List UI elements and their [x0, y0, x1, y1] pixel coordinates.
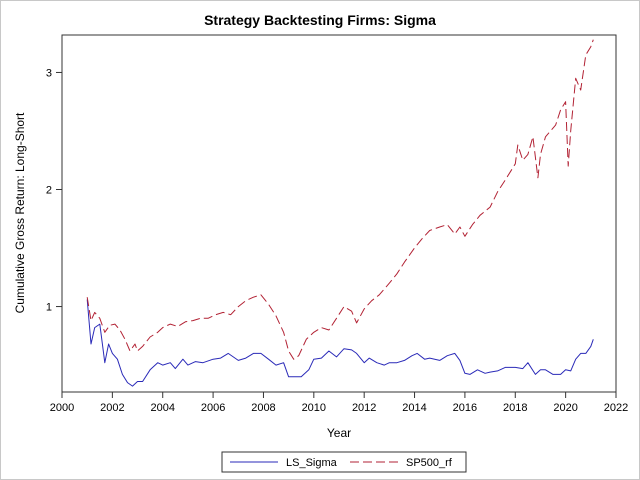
y-axis-label: Cumulative Gross Return: Long-Short: [13, 112, 27, 313]
y-tick-label: 1: [46, 302, 52, 314]
x-tick-label: 2022: [604, 402, 628, 414]
legend-label: LS_Sigma: [286, 457, 338, 469]
plot-area: [61, 34, 617, 393]
x-axis-label: Year: [327, 426, 351, 440]
x-tick-label: 2006: [201, 402, 225, 414]
series-layer: [86, 39, 594, 387]
x-tick-label: 2012: [352, 402, 376, 414]
y-axis: 1 2 3: [46, 67, 62, 314]
x-tick-label: 2000: [50, 402, 74, 414]
chart-title: Strategy Backtesting Firms: Sigma: [204, 12, 436, 28]
legend-label: SP500_rf: [406, 457, 453, 469]
legend-items: LS_Sigma SP500_rf: [230, 457, 453, 469]
x-axis: 2000 2002 2004 2006 2008 2010 2012 2014 2016 2018…: [50, 392, 628, 414]
series-line-ls-sigma: [86, 299, 594, 387]
y-tick-label: 3: [46, 67, 52, 79]
x-tick-label: 2008: [251, 402, 275, 414]
x-tick-label: 2018: [503, 402, 527, 414]
x-tick-label: 2004: [150, 402, 174, 414]
series-line-sp500-rf: [86, 39, 594, 360]
x-tick-label: 2014: [402, 402, 426, 414]
x-tick-label: 2010: [302, 402, 326, 414]
x-tick-label: 2016: [453, 402, 477, 414]
y-tick-label: 2: [46, 185, 52, 197]
x-tick-label: 2002: [100, 402, 124, 414]
legend: [221, 451, 467, 473]
x-tick-label: 2020: [553, 402, 577, 414]
